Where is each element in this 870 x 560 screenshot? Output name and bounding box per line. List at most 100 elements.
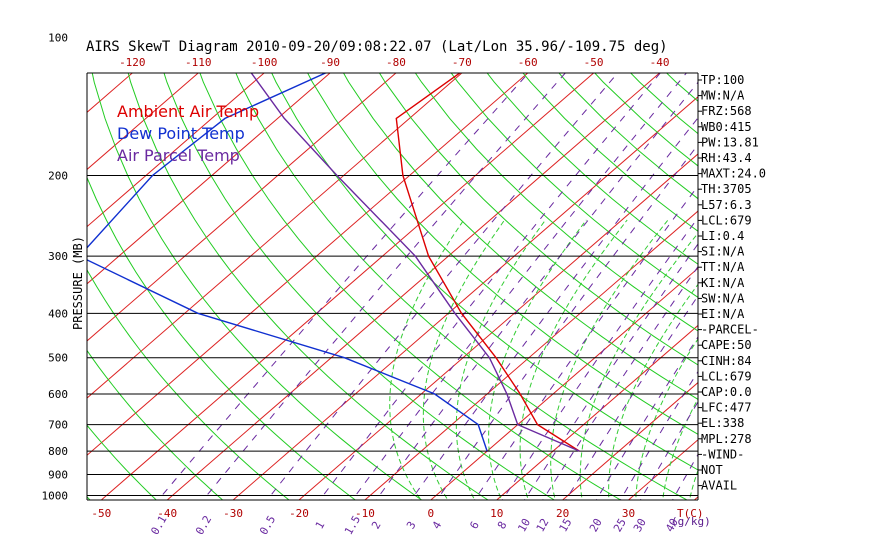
isotherm-line (87, 73, 529, 456)
isotherm-line (298, 153, 698, 500)
mixing-ratio-line (266, 73, 619, 500)
mixing-ratio-tick-label: 25 (611, 516, 629, 534)
mixing-ratio-lines (157, 73, 698, 500)
mixing-ratio-tick-label: 20 (587, 516, 605, 534)
moist-adiabat-line (422, 219, 506, 500)
isotherm-line (562, 381, 698, 500)
pressure-tick-label: 800 (48, 445, 68, 458)
moist-adiabat-line (662, 397, 698, 500)
isotherm-lines (0, 73, 870, 500)
mixing-ratio-tick-label: 30 (631, 516, 649, 534)
dry-adiabat-line (801, 38, 870, 506)
top-temperature-tick-label: -60 (518, 56, 538, 69)
index-value: LCL:679 (701, 213, 752, 227)
top-temperature-tick-label: -90 (320, 56, 340, 69)
index-value: NOT (701, 463, 723, 477)
bottom-temperature-tick-label: 0 (427, 507, 434, 520)
moist-adiabat-line (455, 219, 546, 500)
dry-adiabat-line (342, 73, 698, 400)
pressure-lines (87, 175, 698, 497)
x-axis-unit: T(C) (677, 507, 704, 520)
index-value: LCL:679 (701, 369, 752, 383)
dry-adiabat-line (163, 73, 556, 500)
mixing-ratio-tick-label: 3 (404, 519, 419, 531)
mixing-ratio-line (501, 216, 698, 500)
bottom-temperature-tick-label: -20 (289, 507, 309, 520)
isotherm-line (0, 73, 66, 500)
moist-adiabat-line (519, 219, 628, 500)
moist-adiabat-line (635, 338, 698, 500)
dry-adiabat-line (199, 73, 622, 500)
bottom-temperature-tick-label: -50 (91, 507, 111, 520)
index-value: TT:N/A (701, 260, 745, 274)
dry-adiabat-line (665, 38, 870, 506)
top-temperature-tick-label: -70 (452, 56, 472, 69)
index-value: MPL:278 (701, 432, 752, 446)
dry-adiabat-line (87, 176, 357, 500)
index-value: MW:N/A (701, 89, 745, 103)
top-temperature-tick-label: -50 (584, 56, 604, 69)
moist-adiabat-line (389, 219, 465, 500)
legend-ambient-air-temp: Ambient Air Temp (117, 102, 259, 121)
mixing-ratio-tick-label: 0.2 (193, 513, 214, 537)
index-value: RH:43.4 (701, 151, 752, 165)
dry-adiabat-line (127, 73, 489, 500)
dry-adiabat-line (733, 38, 870, 506)
mixing-ratio-line (542, 265, 698, 500)
dry-adiabat-line (767, 38, 870, 506)
chart-title: AIRS SkewT Diagram 2010-09-20/09:08:22.0… (86, 39, 668, 55)
index-value: MAXT:24.0 (701, 167, 766, 181)
mixing-ratio-line (565, 295, 698, 500)
bottom-temperature-tick-label: -10 (355, 507, 375, 520)
top-temperature-tick-label: -120 (119, 56, 146, 69)
top-temperature-tick-label: -40 (650, 56, 670, 69)
index-value: CINH:84 (701, 354, 752, 368)
dry-adiabat-line (450, 73, 698, 298)
mixing-ratio-tick-label: 2 (369, 519, 384, 531)
dry-adiabat-line (378, 73, 698, 366)
isotherm-line (87, 73, 331, 285)
pressure-tick-label: 500 (48, 352, 68, 365)
index-value: AVAIL (701, 479, 737, 493)
moist-adiabat-line (688, 468, 698, 500)
pressure-tick-label: 900 (48, 469, 68, 482)
pressure-tick-label: 100 (48, 32, 68, 45)
mixing-ratio-line (157, 73, 530, 500)
legend-air-parcel-temp: Air Parcel Temp (117, 146, 240, 165)
mixing-ratio-unit: (g/kg) (671, 515, 711, 528)
isotherm-line (760, 73, 870, 500)
bottom-temperature-tick-label: 20 (556, 507, 569, 520)
mixing-ratio-line (436, 144, 698, 500)
mixing-ratio-line (351, 73, 688, 500)
isotherm-line (87, 73, 199, 171)
moist-adiabat-line (488, 219, 587, 500)
dry-adiabat-line (87, 268, 290, 500)
dry-adiabat-line (0, 38, 28, 506)
dry-adiabat-line (87, 349, 224, 500)
index-value: SW:N/A (701, 291, 745, 305)
dry-adiabat-line (414, 73, 698, 332)
index-value: EI:N/A (701, 307, 745, 321)
isotherm-line (0, 73, 1, 500)
isotherm-line (166, 73, 660, 500)
index-value: PW:13.81 (701, 135, 759, 149)
dry-adiabat-line (522, 73, 698, 232)
index-value: -WIND- (701, 447, 744, 461)
dry-adiabat-line (91, 73, 423, 500)
bottom-temperature-tick-label: -40 (157, 507, 177, 520)
isotherm-line (87, 73, 265, 228)
y-axis-label: PRESSURE (MB) (71, 236, 85, 330)
mixing-ratio-tick-label: 1 (313, 519, 328, 531)
isotherm-line (87, 73, 133, 113)
pressure-tick-label: 700 (48, 419, 68, 432)
moist-adiabat-line (550, 219, 669, 500)
index-value: TH:3705 (701, 182, 752, 196)
top-temperature-tick-label: -80 (386, 56, 406, 69)
pressure-tick-label: 300 (48, 250, 68, 263)
index-value: SI:N/A (701, 245, 745, 259)
index-value: CAP:0.0 (701, 385, 752, 399)
dew-point-templine (87, 73, 488, 452)
dry-adiabat-line (235, 73, 689, 500)
